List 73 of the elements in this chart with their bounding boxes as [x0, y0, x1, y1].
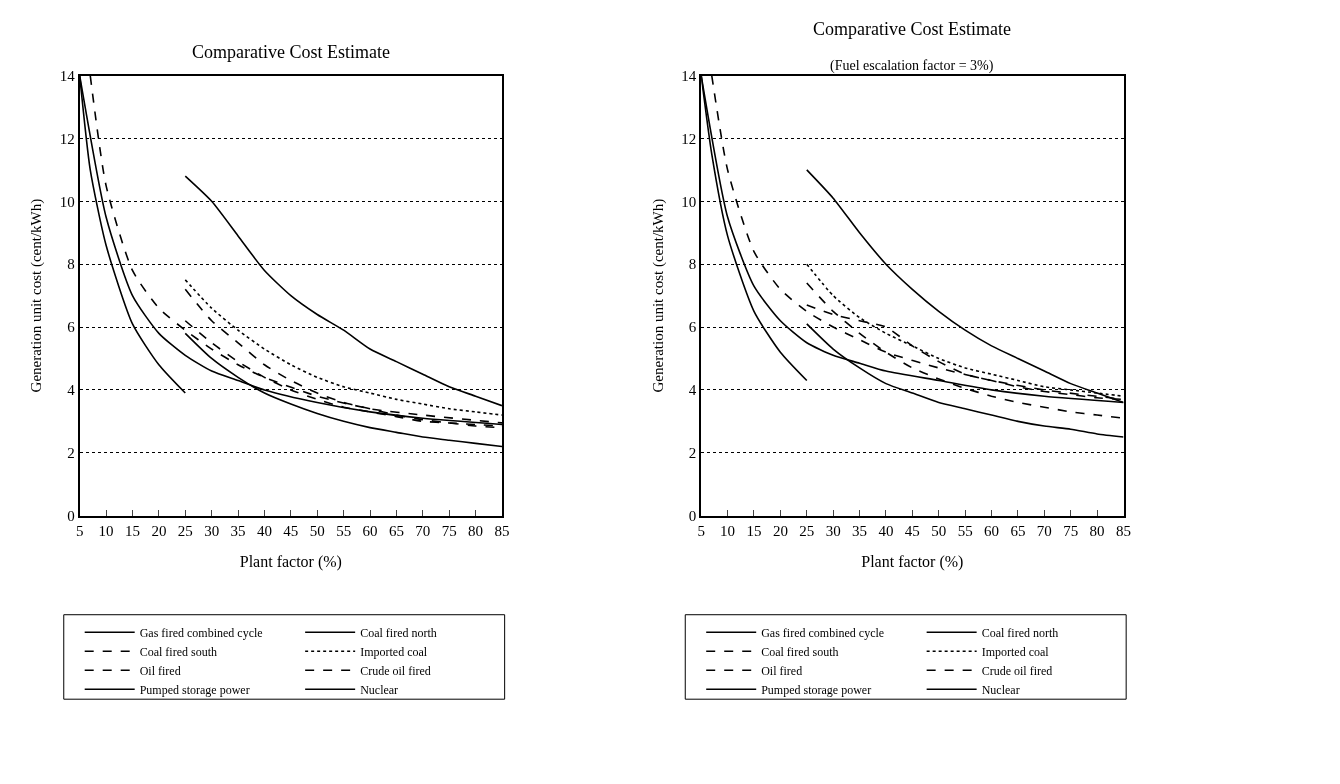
legend-label: Pumped storage power — [761, 682, 872, 697]
x-tick-label: 25 — [177, 522, 193, 539]
x-tick-label: 65 — [1010, 522, 1026, 539]
legend-label: Coal fired south — [139, 644, 218, 659]
x-tick-label: 75 — [441, 522, 457, 539]
x-tick-label: 85 — [494, 522, 510, 539]
x-tick-label: 10 — [98, 522, 114, 539]
x-tick-label: 15 — [124, 522, 140, 539]
y-tick-label: 6 — [67, 319, 76, 336]
y-tick-label: 2 — [67, 445, 75, 462]
y-tick-label: 4 — [688, 382, 697, 399]
x-tick-label: 45 — [283, 522, 299, 539]
x-tick-label: 70 — [1036, 522, 1052, 539]
legend-label: Coal fired north — [360, 625, 437, 640]
legend-label: Imported coal — [981, 644, 1050, 659]
y-tick-label: 10 — [681, 193, 697, 210]
x-tick-label: 50 — [309, 522, 325, 539]
legend-label: Pumped storage power — [139, 682, 250, 697]
legend-label: Gas fired combined cycle — [139, 625, 263, 640]
y-tick-label: 6 — [688, 319, 697, 336]
x-tick-label: 35 — [230, 522, 246, 539]
x-tick-label: 20 — [772, 522, 788, 539]
y-tick-label: 0 — [67, 507, 75, 524]
x-tick-label: 5 — [75, 522, 84, 539]
x-tick-label: 20 — [151, 522, 167, 539]
legend-label: Crude oil fired — [360, 663, 431, 678]
x-tick-label: 45 — [904, 522, 920, 539]
x-tick-label: 60 — [984, 522, 1000, 539]
y-tick-label: 4 — [67, 382, 76, 399]
y-axis-title: Generation unit cost (cent/kWh) — [649, 198, 667, 393]
y-tick-label: 12 — [59, 130, 75, 147]
chart-title: Comparative Cost Estimate — [813, 19, 1011, 39]
y-tick-label: 8 — [67, 256, 75, 273]
y-tick-label: 10 — [59, 193, 75, 210]
legend-label: Imported coal — [360, 644, 428, 659]
x-tick-label: 5 — [697, 522, 705, 539]
x-tick-label: 55 — [336, 522, 352, 539]
legend-label: Crude oil fired — [981, 663, 1053, 678]
x-axis-title: Plant factor (%) — [861, 552, 964, 571]
x-tick-label: 30 — [825, 522, 841, 539]
x-tick-label: 85 — [1116, 522, 1131, 539]
x-tick-label: 60 — [362, 522, 378, 539]
legend-label: Oil fired — [761, 663, 803, 678]
x-tick-label: 40 — [878, 522, 894, 539]
legend-label: Coal fired north — [981, 625, 1059, 640]
y-axis-title: Generation unit cost (cent/kWh) — [28, 198, 46, 393]
y-tick-label: 2 — [688, 445, 697, 462]
x-tick-label: 75 — [1063, 522, 1079, 539]
x-tick-label: 40 — [256, 522, 272, 539]
x-tick-label: 80 — [1089, 522, 1105, 539]
legend-label: Oil fired — [139, 663, 181, 678]
legend-label: Coal fired south — [761, 644, 839, 659]
y-tick-label: 14 — [681, 67, 697, 84]
y-tick-label: 8 — [688, 256, 697, 273]
y-tick-label: 12 — [681, 130, 697, 147]
x-tick-label: 15 — [746, 522, 762, 539]
x-tick-label: 55 — [957, 522, 973, 539]
y-tick-label: 0 — [688, 507, 697, 524]
x-tick-label: 25 — [799, 522, 815, 539]
x-tick-label: 30 — [204, 522, 220, 539]
y-tick-label: 14 — [59, 67, 76, 84]
x-tick-label: 65 — [388, 522, 404, 539]
x-tick-label: 35 — [852, 522, 868, 539]
x-tick-label: 50 — [931, 522, 947, 539]
x-tick-label: 70 — [415, 522, 431, 539]
x-axis-title: Plant factor (%) — [239, 552, 342, 571]
x-tick-label: 80 — [468, 522, 484, 539]
chart-subtitle: (Fuel escalation factor = 3%) — [830, 58, 994, 74]
chart-title: Comparative Cost Estimate — [192, 42, 390, 62]
x-tick-label: 10 — [720, 522, 736, 539]
legend-label: Nuclear — [360, 682, 399, 697]
legend-label: Gas fired combined cycle — [761, 625, 885, 640]
legend-label: Nuclear — [981, 682, 1020, 697]
